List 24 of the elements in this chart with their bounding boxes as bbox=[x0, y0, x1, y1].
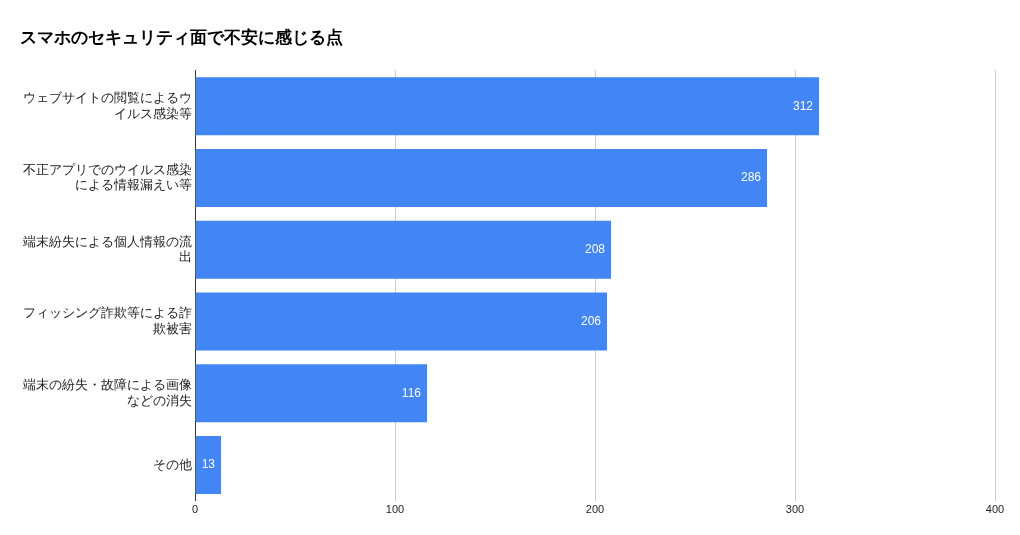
y-tick-label: 端末紛失による個人情報の流出 bbox=[23, 233, 192, 265]
y-tick-label: フィッシング詐欺等による詐欺被害 bbox=[23, 305, 192, 336]
y-tick-label: ウェブサイトの閲覧によるウイルス感染等 bbox=[23, 90, 192, 121]
data-label: 13 bbox=[201, 457, 216, 472]
data-label: 312 bbox=[792, 98, 814, 113]
data-label: 286 bbox=[740, 170, 762, 185]
bar bbox=[195, 220, 611, 279]
bar bbox=[195, 149, 767, 207]
x-tick-label: 200 bbox=[585, 503, 605, 516]
data-label: 206 bbox=[580, 313, 602, 328]
y-tick-label: 端末の紛失・故障による画像などの消失 bbox=[23, 376, 192, 408]
bar bbox=[195, 364, 427, 423]
x-tick-label: 400 bbox=[985, 503, 1005, 516]
bar bbox=[195, 77, 819, 136]
x-tick-label: 0 bbox=[191, 503, 199, 516]
x-tick-label: 100 bbox=[385, 503, 405, 516]
x-tick-label: 300 bbox=[785, 503, 805, 516]
y-tick-label: 不正アプリでのウイルス感染による情報漏えい等 bbox=[23, 161, 192, 193]
data-label: 116 bbox=[401, 385, 422, 400]
chart-title: スマホのセキュリティ面で不安に感じる点 bbox=[20, 27, 343, 47]
bar bbox=[195, 435, 221, 494]
y-tick-label: その他 bbox=[153, 456, 192, 472]
data-label: 208 bbox=[584, 242, 606, 257]
bar bbox=[195, 292, 607, 351]
